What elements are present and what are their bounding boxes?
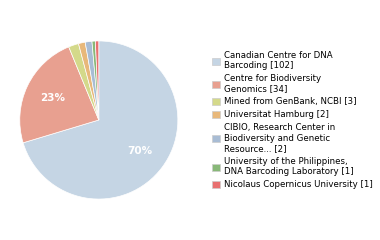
Text: 70%: 70% <box>127 146 153 156</box>
Wedge shape <box>92 41 99 120</box>
Wedge shape <box>23 41 178 199</box>
Wedge shape <box>95 41 99 120</box>
Wedge shape <box>79 42 99 120</box>
Wedge shape <box>85 41 99 120</box>
Wedge shape <box>69 44 99 120</box>
Legend: Canadian Centre for DNA
Barcoding [102], Centre for Biodiversity
Genomics [34], : Canadian Centre for DNA Barcoding [102],… <box>212 51 373 189</box>
Text: 23%: 23% <box>40 93 65 103</box>
Wedge shape <box>20 47 99 143</box>
